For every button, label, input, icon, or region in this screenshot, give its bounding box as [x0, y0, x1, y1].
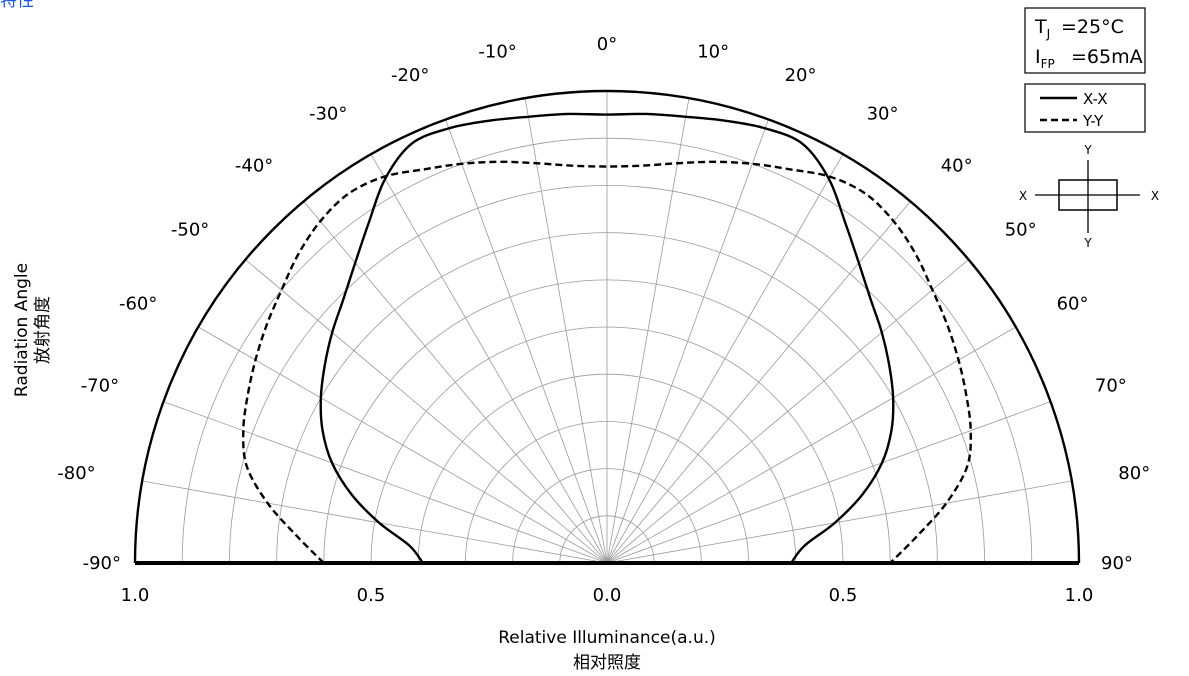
grid-radial-line — [606, 119, 769, 564]
tj-value: =25°C — [1061, 16, 1124, 38]
angle-tick-label: 10° — [697, 42, 729, 63]
grid-radial-line — [198, 326, 608, 564]
angle-tick-label: -40° — [235, 155, 273, 176]
angle-tick-label: -20° — [391, 65, 429, 86]
grid-radial-line — [163, 401, 608, 564]
grid-radial-line — [303, 201, 608, 564]
angle-tick-labels: -90° -80° -70° -60° -50° -40° -30° -20° -10° 0° 10… — [57, 34, 1150, 574]
outer-arc — [133, 89, 1081, 565]
diagram-x-left: X — [1019, 189, 1027, 203]
radius-tick-label: 0.5 — [829, 585, 858, 606]
ifp-value: =65mA — [1071, 46, 1143, 68]
x-axis-title-cn: 相对照度 — [573, 653, 641, 673]
grid-radial-line — [445, 119, 608, 564]
series-y-y — [242, 160, 972, 564]
grid-radial-line — [606, 259, 969, 564]
angle-tick-label: 70° — [1095, 375, 1127, 396]
grid-radial-line — [606, 201, 911, 564]
angle-tick-label: 60° — [1057, 293, 1089, 314]
series-layer — [242, 112, 972, 564]
corner-label: 特性 — [0, 0, 34, 11]
x-axis-title: Relative Illuminance(a.u.) — [498, 628, 716, 648]
angle-tick-label: -70° — [81, 375, 119, 396]
grid-radial-line — [142, 480, 608, 564]
conditions-box: TJ =25°C IFP =65mA — [1024, 7, 1146, 74]
angle-tick-label: 50° — [1005, 219, 1037, 240]
angle-tick-label: -10° — [478, 42, 516, 63]
angle-tick-label: 20° — [785, 65, 817, 86]
radius-tick-label: 0.0 — [593, 585, 622, 606]
legend-label-yy: Y-Y — [1082, 112, 1104, 130]
diagram-y-bottom: Y — [1083, 236, 1092, 250]
radius-tick-label: 0.5 — [357, 585, 386, 606]
radius-tick-label: 1.0 — [1065, 585, 1094, 606]
outer-boundary — [133, 89, 1081, 564]
angle-tick-label: 80° — [1118, 463, 1150, 484]
grid-radial-line — [245, 259, 608, 564]
legend-label-xx: X-X — [1083, 90, 1107, 108]
legend: X-X Y-Y — [1024, 83, 1146, 133]
grid-radial-line — [606, 480, 1072, 564]
tj-label: TJ — [1034, 16, 1050, 41]
angle-tick-label: -30° — [309, 103, 347, 124]
grid-radial-line — [370, 154, 608, 564]
grid-radial-line — [606, 154, 844, 564]
angle-tick-label: -50° — [171, 219, 209, 240]
series-x-x — [319, 112, 895, 564]
polar-grid — [142, 91, 1072, 564]
orientation-diagram: X X Y Y — [1019, 143, 1159, 250]
radius-tick-labels: 1.0 0.5 0.0 0.5 1.0 — [121, 585, 1094, 606]
angle-tick-label: -80° — [57, 463, 95, 484]
angle-tick-label: 0° — [597, 34, 617, 55]
angle-tick-label: -90° — [83, 553, 121, 574]
diagram-y-top: Y — [1083, 143, 1092, 157]
angle-tick-label: 90° — [1101, 553, 1133, 574]
radius-tick-label: 1.0 — [121, 585, 150, 606]
y-axis-title-cn: 放射角度 — [33, 296, 53, 364]
angle-tick-label: 30° — [867, 103, 899, 124]
y-axis-title: Radiation Angle — [12, 263, 32, 397]
diagram-x-right: X — [1151, 189, 1159, 203]
angle-tick-label: -60° — [119, 293, 157, 314]
grid-radial-line — [606, 98, 690, 564]
grid-radial-line — [606, 326, 1016, 564]
grid-radial-line — [524, 98, 608, 564]
grid-radial-line — [606, 401, 1051, 564]
angle-tick-label: 40° — [941, 155, 973, 176]
